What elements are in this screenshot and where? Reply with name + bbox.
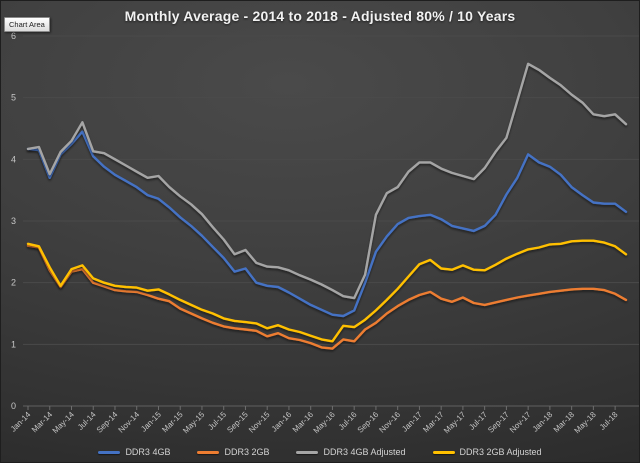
legend-item-ddr3-2gb[interactable]: DDR3 2GB bbox=[197, 447, 269, 457]
y-axis-label: 1 bbox=[11, 339, 16, 349]
x-axis-label: Sep-16 bbox=[356, 410, 381, 435]
legend: DDR3 4GB DDR3 2GB DDR3 4GB Adjusted DDR3 2G… bbox=[1, 447, 639, 457]
x-axis-label: Nov-16 bbox=[377, 410, 402, 435]
x-axis-label: Jul-18 bbox=[598, 410, 620, 432]
series-line-ddr3-2gb-adjusted[interactable] bbox=[26, 239, 628, 343]
x-axis-label: Mar-16 bbox=[291, 410, 316, 435]
y-axis-label: 6 bbox=[11, 31, 16, 41]
series-line-ddr3-4gb[interactable] bbox=[26, 130, 628, 318]
legend-item-ddr3-2gb-adjusted[interactable]: DDR3 2GB Adjusted bbox=[432, 447, 542, 457]
x-axis-label: Jan-18 bbox=[531, 410, 555, 434]
x-axis-label: May-17 bbox=[442, 410, 468, 436]
legend-line-swatch bbox=[98, 450, 121, 454]
x-axis-label: Mar-17 bbox=[421, 410, 446, 435]
legend-line-swatch bbox=[432, 450, 455, 454]
y-axis-label: 3 bbox=[11, 216, 16, 226]
legend-line-swatch bbox=[197, 450, 220, 454]
x-axis-label: May-16 bbox=[312, 410, 338, 436]
x-axis-label: Sep-14 bbox=[95, 410, 120, 435]
x-axis-label: May-15 bbox=[181, 410, 207, 436]
legend-line-swatch bbox=[296, 450, 319, 454]
y-axis-label: 5 bbox=[11, 93, 16, 103]
legend-label: DDR3 2GB bbox=[224, 447, 270, 457]
y-axis-label: 0 bbox=[11, 401, 16, 411]
y-axis-label: 4 bbox=[11, 154, 16, 164]
x-axis-label: May-14 bbox=[51, 410, 77, 436]
x-axis-label: Jan-17 bbox=[400, 410, 424, 434]
legend-label: DDR3 4GB bbox=[125, 447, 171, 457]
y-axis-label: 2 bbox=[11, 278, 16, 288]
x-axis-label: Nov-15 bbox=[247, 410, 272, 435]
x-axis-label: Jan-15 bbox=[139, 410, 163, 434]
x-axis-label: Mar-15 bbox=[160, 410, 185, 435]
legend-item-ddr3-4gb-adjusted[interactable]: DDR3 4GB Adjusted bbox=[296, 447, 406, 457]
legend-label: DDR3 2GB Adjusted bbox=[459, 447, 542, 457]
legend-label: DDR3 4GB Adjusted bbox=[323, 447, 406, 457]
chart-title[interactable]: Monthly Average - 2014 to 2018 - Adjuste… bbox=[124, 8, 516, 24]
x-axis-label: Mar-14 bbox=[30, 410, 55, 435]
chart-area-tooltip: Chart Area bbox=[4, 17, 50, 32]
x-axis-label: Nov-17 bbox=[508, 410, 533, 435]
x-axis-label: May-18 bbox=[573, 410, 599, 436]
x-axis-label: Nov-14 bbox=[117, 410, 142, 435]
series-line-ddr3-2gb[interactable] bbox=[26, 244, 628, 350]
x-axis-label: Mar-18 bbox=[552, 410, 577, 435]
x-axis-label: Jan-16 bbox=[270, 410, 294, 434]
x-axis-label: Sep-15 bbox=[225, 410, 250, 435]
x-axis-label: Jan-14 bbox=[9, 410, 33, 434]
legend-item-ddr3-4gb[interactable]: DDR3 4GB bbox=[98, 447, 170, 457]
x-axis-label: Sep-17 bbox=[486, 410, 511, 435]
series-line-ddr3-4gb-adjusted[interactable] bbox=[26, 62, 628, 300]
